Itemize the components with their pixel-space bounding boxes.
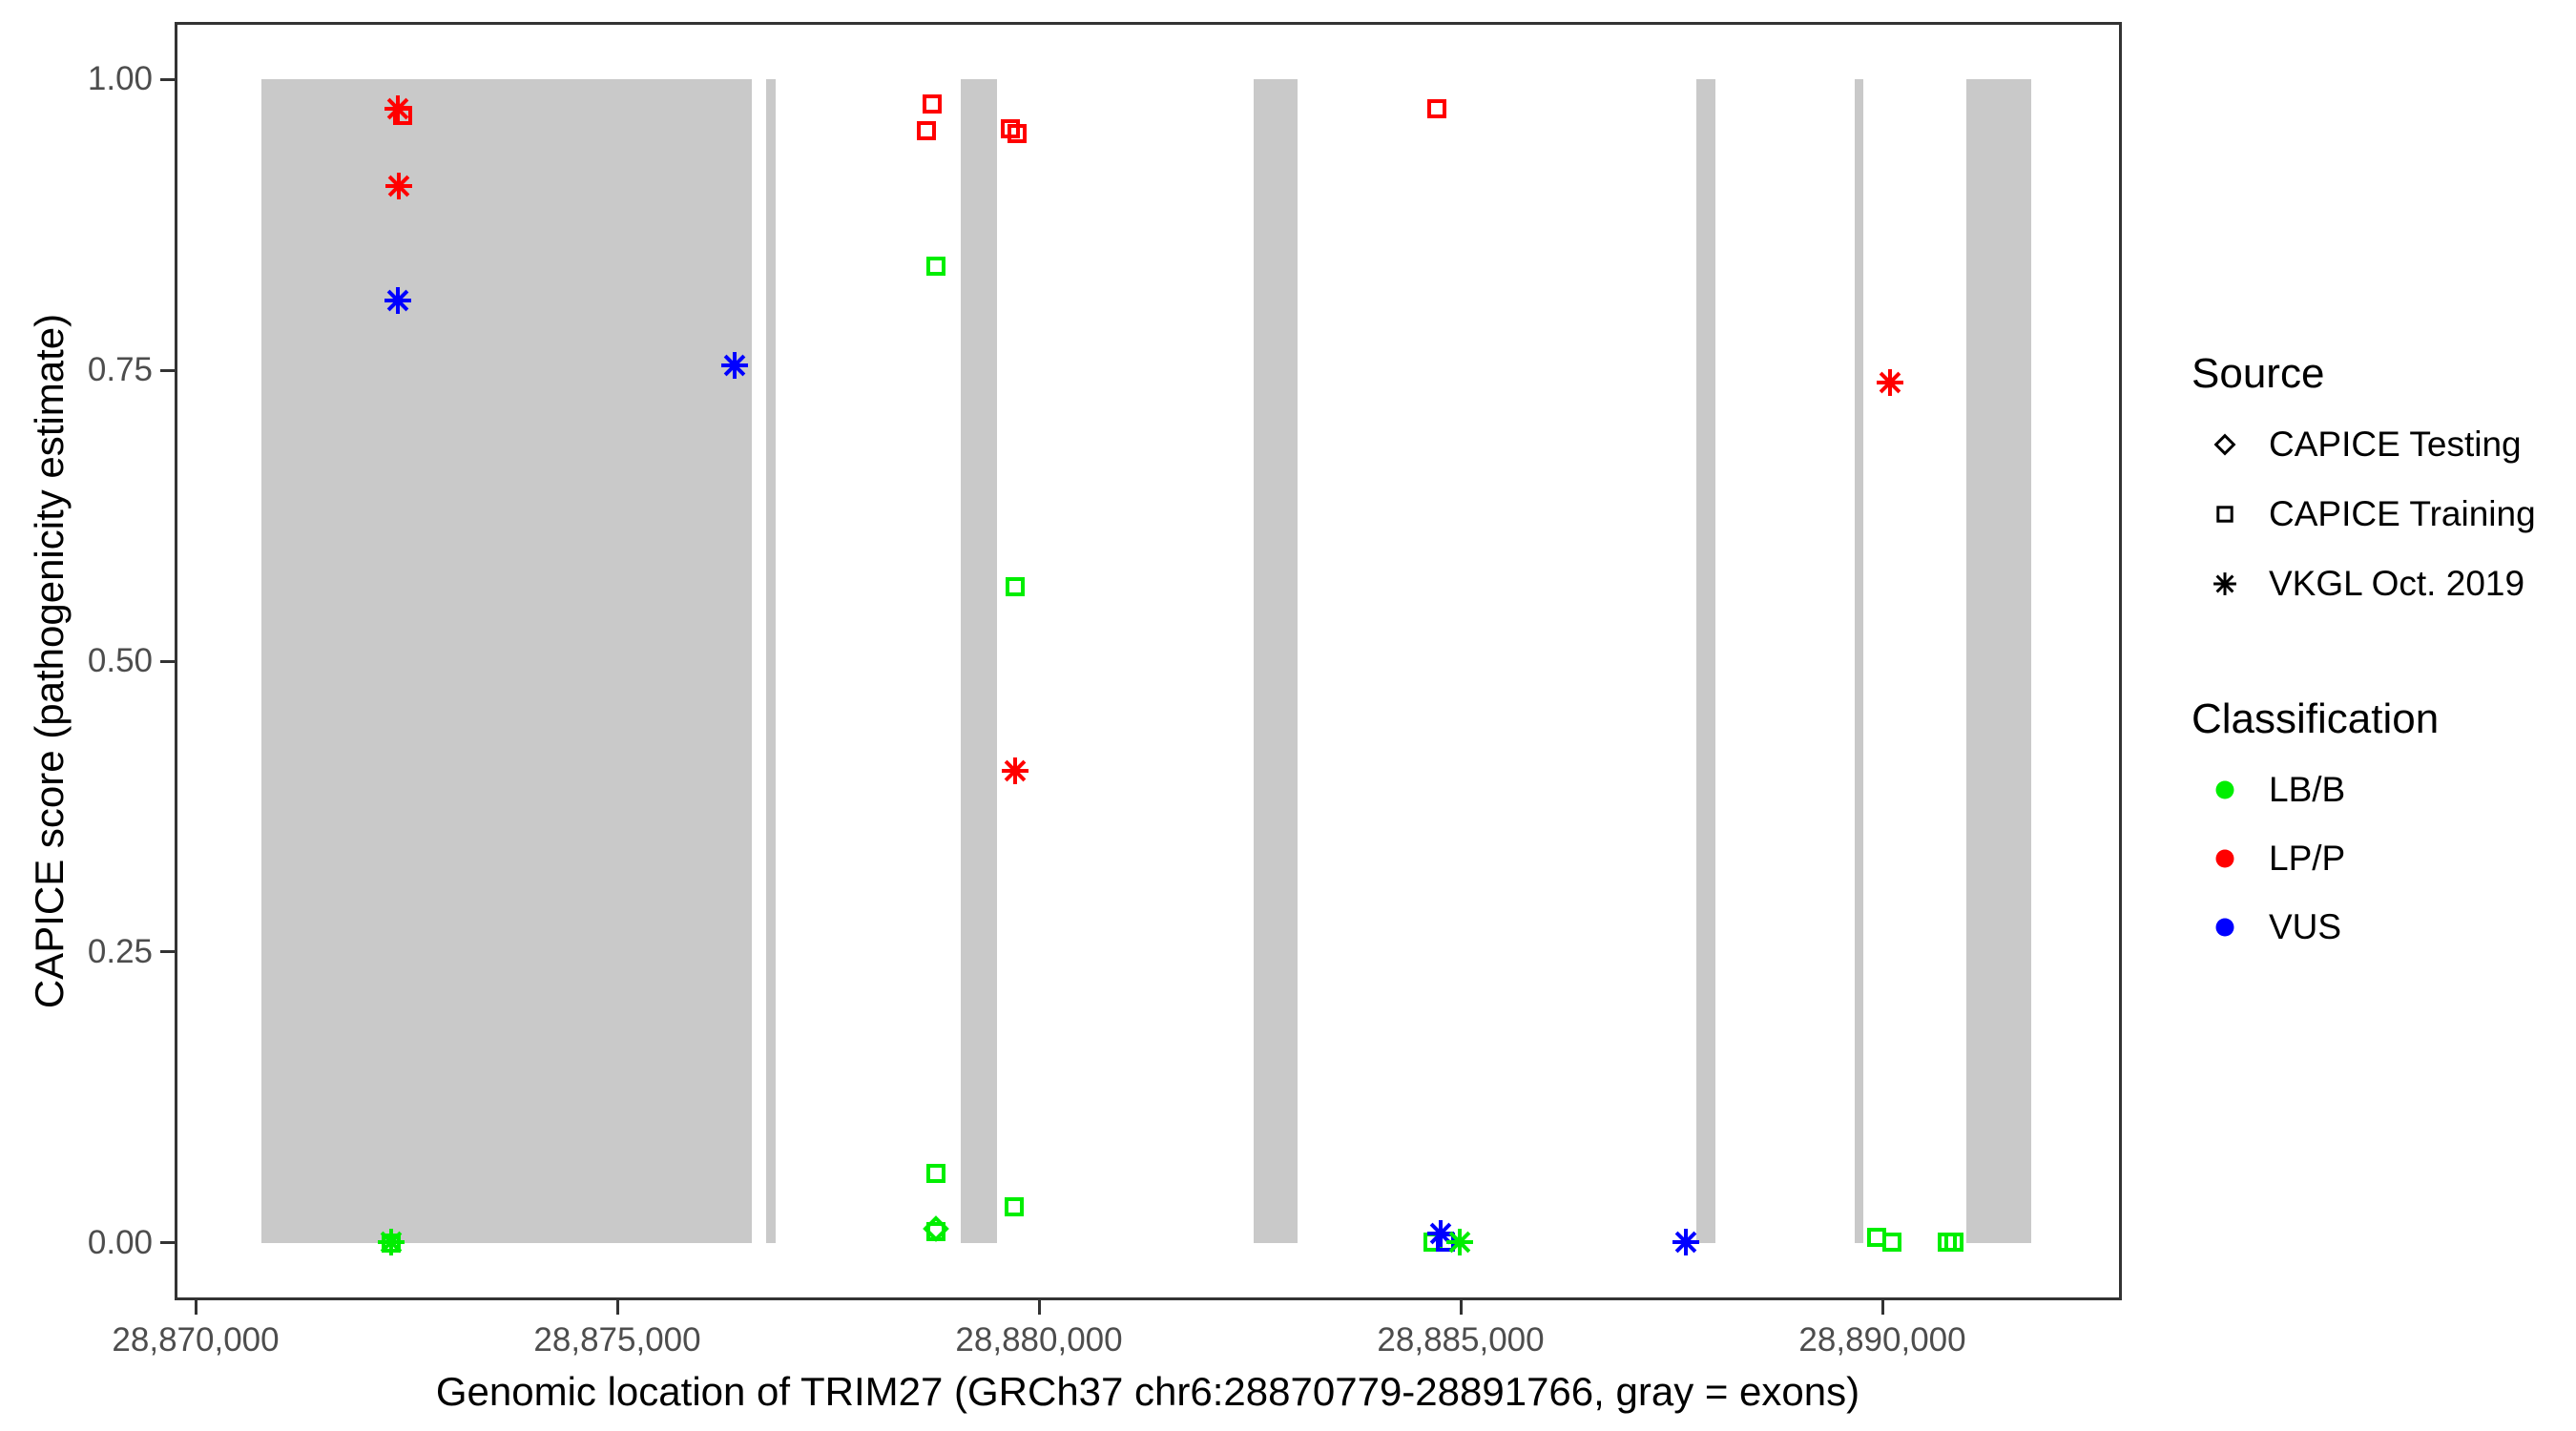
data-point-square (996, 113, 1038, 155)
legend-item-label: LB/B (2269, 770, 2346, 809)
data-point-asterisk (994, 750, 1036, 792)
y-axis-tick-label: 0.75 (87, 351, 153, 388)
legend-source-title: Source (2192, 350, 2325, 397)
legend-item-diamond: CAPICE Testing (2204, 424, 2522, 466)
legend-item-label: VUS (2269, 907, 2342, 946)
data-point-square (1933, 1221, 1975, 1263)
y-axis-tick (160, 950, 175, 954)
legend-item-label: CAPICE Training (2269, 494, 2536, 533)
data-point-square (1416, 88, 1458, 130)
x-axis-tick-label: 28,875,000 (533, 1321, 701, 1358)
exon-band (1696, 79, 1715, 1243)
data-point-square (994, 566, 1036, 608)
x-axis-tick-label: 28,885,000 (1377, 1321, 1545, 1358)
square-key-icon (2204, 493, 2246, 535)
legend-classification-title: Classification (2192, 695, 2440, 742)
exon-band (1854, 79, 1864, 1243)
x-axis-tick (194, 1300, 197, 1315)
data-point-asterisk (1439, 1221, 1481, 1263)
x-axis-tick (1037, 1300, 1041, 1315)
y-axis-tick-label: 0.50 (87, 642, 153, 679)
legend: Source CAPICE Testing CAPICE Training VKGL… (2185, 0, 2576, 1431)
exon-band (1254, 79, 1298, 1243)
data-point-asterisk (1869, 362, 1911, 404)
data-point-square (1871, 1221, 1913, 1263)
data-point-square (370, 1222, 412, 1264)
data-point-asterisk (714, 344, 756, 386)
data-point-square (382, 94, 424, 136)
circle-key-icon (2204, 769, 2246, 811)
legend-item-label: LP/P (2269, 839, 2346, 878)
diamond-key-icon (2204, 424, 2246, 466)
data-point-square (905, 110, 947, 152)
exon-band (260, 79, 753, 1243)
x-axis-tick (1459, 1300, 1463, 1315)
y-axis-tick-label: 0.25 (87, 932, 153, 970)
exon-band (1965, 79, 2032, 1243)
x-axis-tick (1880, 1300, 1884, 1315)
legend-item-circle: VUS (2204, 906, 2341, 948)
data-point-asterisk (378, 165, 420, 207)
plot-panel (175, 22, 2122, 1300)
y-axis-tick (160, 1241, 175, 1245)
legend-item-circle: LB/B (2204, 769, 2345, 811)
circle-key-icon (2204, 906, 2246, 948)
data-point-square (911, 83, 953, 125)
legend-item-asterisk: VKGL Oct. 2019 (2204, 563, 2524, 605)
circle-key-icon (2204, 838, 2246, 880)
y-axis-tick (160, 368, 175, 372)
data-point-square (915, 1211, 957, 1253)
x-axis-tick (615, 1300, 619, 1315)
y-axis-tick (160, 659, 175, 663)
legend-item-label: VKGL Oct. 2019 (2269, 564, 2525, 603)
data-point-square (915, 245, 957, 287)
legend-item-circle: LP/P (2204, 838, 2345, 880)
legend-item-label: CAPICE Testing (2269, 425, 2522, 464)
exon-band (960, 79, 997, 1243)
x-axis-tick-label: 28,870,000 (112, 1321, 280, 1358)
data-point-asterisk (377, 280, 419, 321)
asterisk-key-icon (2204, 563, 2246, 605)
data-point-square (915, 1152, 957, 1194)
y-axis-tick (160, 77, 175, 81)
data-point-asterisk (1665, 1221, 1707, 1263)
data-point-square (993, 1186, 1035, 1228)
x-axis-title: Genomic location of TRIM27 (GRCh37 chr6:… (435, 1369, 1860, 1414)
exon-band (765, 79, 777, 1243)
x-axis-tick-label: 28,880,000 (955, 1321, 1123, 1358)
y-axis-tick-label: 1.00 (87, 60, 153, 98)
legend-item-square: CAPICE Training (2204, 493, 2536, 535)
y-axis-tick-label: 0.00 (87, 1223, 153, 1261)
x-axis-tick-label: 28,890,000 (1798, 1321, 1966, 1358)
